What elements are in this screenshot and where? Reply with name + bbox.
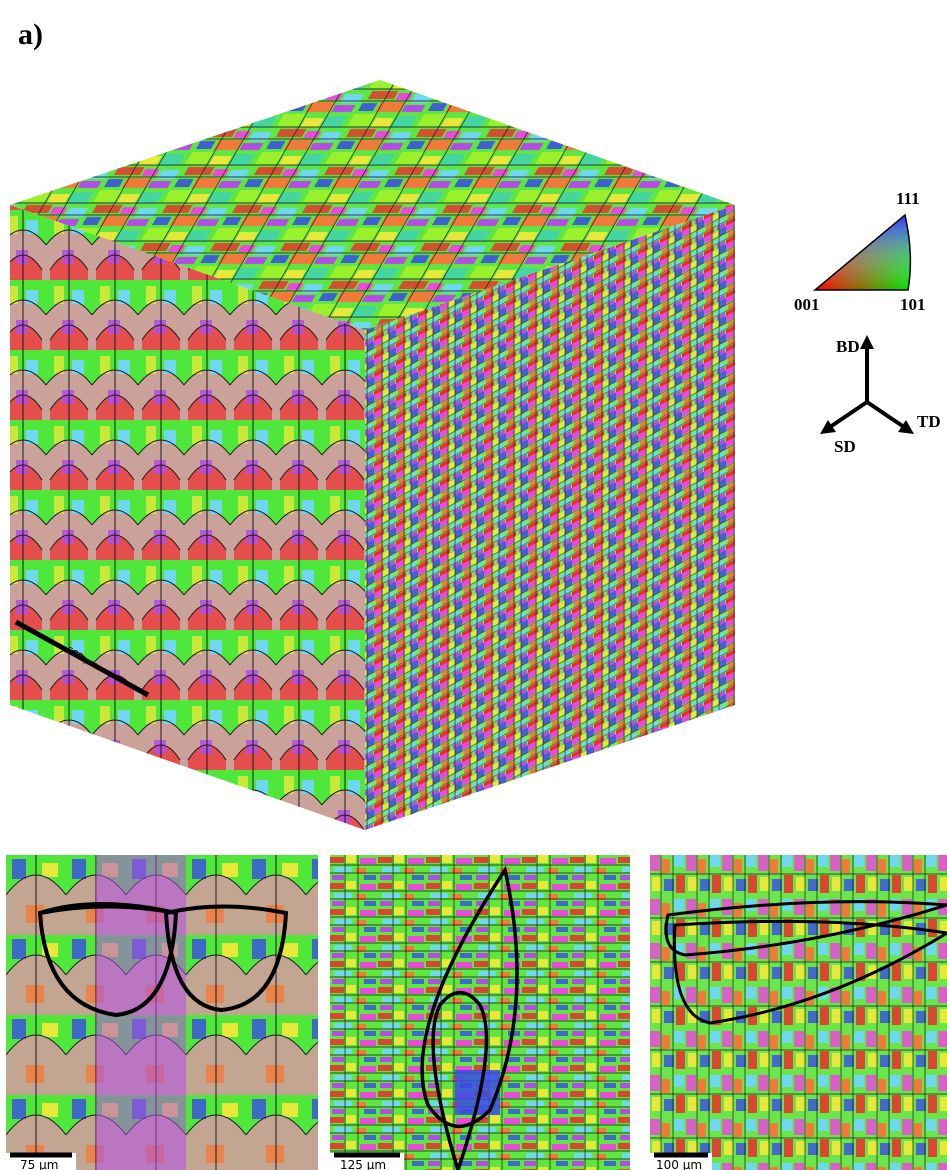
cube-face-top [10,80,735,330]
ipf-label-111: 111 [896,189,920,208]
sample-axes-triad: BD SD TD [820,335,941,456]
axis-label-bd: BD [836,337,860,356]
scale-bar-text-b: 75 μm [20,1158,58,1170]
bd-arrow-icon [860,335,874,349]
scale-bar-text-d: 100 μm [656,1158,702,1170]
cube-face-left [10,205,365,830]
melt-pool-outlines-b [37,902,289,1018]
melt-pool-outlines-c [420,865,519,1170]
scale-bar-text-c: 125 μm [340,1158,386,1170]
ipf-legend: 111 001 101 BD SD TD [794,189,941,456]
melt-pool-outlines-d [664,900,947,1025]
panel-label-a: a) [18,18,43,51]
cube-face-right [365,205,735,830]
axis-label-td: TD [917,412,941,431]
sd-arrow-icon [820,420,836,434]
ebsd-cube: 500 μm [10,80,735,830]
ebsd-panel-d: 100 μm [650,855,947,1170]
td-arrow-icon [898,420,914,434]
ebsd-panel-b: 75 μm [6,855,318,1170]
ipf-label-101: 101 [900,295,926,314]
ebsd-panel-c: 125 μm [330,855,630,1170]
ipf-label-001: 001 [794,295,820,314]
axis-label-sd: SD [834,437,856,456]
